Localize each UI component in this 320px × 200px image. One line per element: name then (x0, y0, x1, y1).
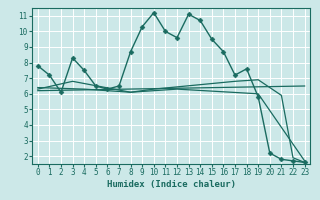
X-axis label: Humidex (Indice chaleur): Humidex (Indice chaleur) (107, 180, 236, 189)
